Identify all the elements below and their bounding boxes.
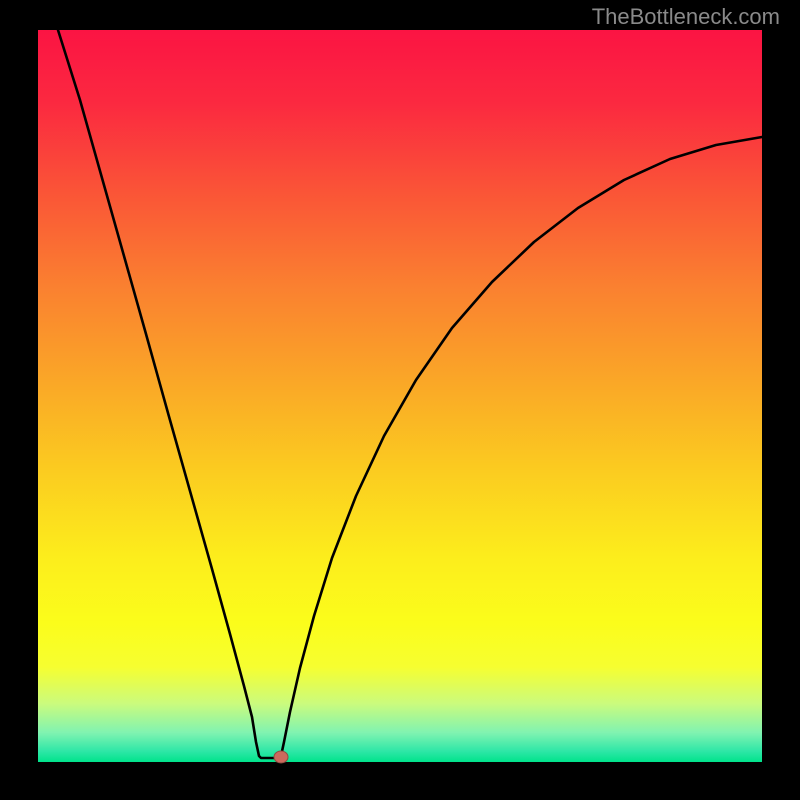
curve-path <box>58 30 762 758</box>
optimum-marker <box>274 751 289 764</box>
bottleneck-curve <box>0 0 800 800</box>
watermark-text: TheBottleneck.com <box>592 4 780 30</box>
